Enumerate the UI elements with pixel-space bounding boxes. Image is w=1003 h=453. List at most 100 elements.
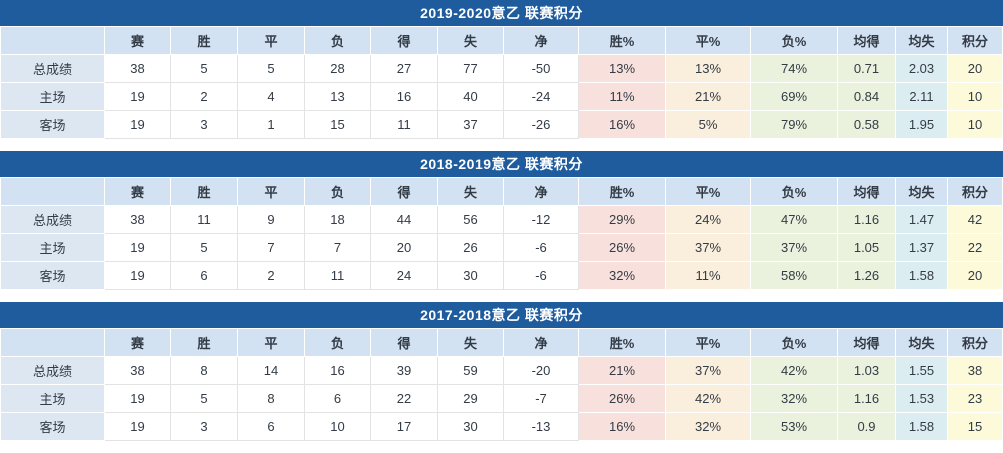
stat-cell: 13 xyxy=(304,82,371,111)
stat-cell: 37 xyxy=(437,110,504,139)
stat-cell: 38 xyxy=(104,205,171,234)
stat-cell: 7 xyxy=(237,233,305,262)
stat-cell: -12 xyxy=(503,205,579,234)
header-cell: 负 xyxy=(304,328,371,357)
header-cell-empty xyxy=(0,177,105,206)
stat-cell: 1.95 xyxy=(895,110,948,139)
stat-cell: 39 xyxy=(370,356,438,385)
stat-cell: 32% xyxy=(578,261,666,290)
row-label: 主场 xyxy=(0,384,105,413)
stat-cell: 38 xyxy=(947,356,1003,385)
stat-cell: 3 xyxy=(170,110,238,139)
stat-cell: 3 xyxy=(170,412,238,441)
stat-cell: 42% xyxy=(750,356,838,385)
stat-cell: 0.58 xyxy=(837,110,896,139)
header-cell: 赛 xyxy=(104,26,171,55)
stat-cell: 1.47 xyxy=(895,205,948,234)
stat-cell: 17 xyxy=(370,412,438,441)
stat-cell: 26% xyxy=(578,384,666,413)
stat-cell: 79% xyxy=(750,110,838,139)
stat-cell: -50 xyxy=(503,54,579,83)
row-label: 总成绩 xyxy=(0,54,105,83)
header-cell: 净 xyxy=(503,328,579,357)
stat-cell: 8 xyxy=(237,384,305,413)
stat-cell: 16 xyxy=(304,356,371,385)
stat-cell: 1.26 xyxy=(837,261,896,290)
stat-cell: 13% xyxy=(578,54,666,83)
row-label: 客场 xyxy=(0,261,105,290)
league-table-2017-2018: 2017-2018意乙 联赛积分 赛胜平负得失净胜% 平% 负% 均得 均失 积分 总成绩 3… xyxy=(0,302,1003,441)
stat-cell: 1.53 xyxy=(895,384,948,413)
stat-cell: 10 xyxy=(947,82,1003,111)
stat-cell: 11% xyxy=(578,82,666,111)
header-cell: 胜% xyxy=(578,26,666,55)
header-cell: 负 xyxy=(304,177,371,206)
stat-cell: 2 xyxy=(170,82,238,111)
header-cell: 赛 xyxy=(104,177,171,206)
table-row: 主场 19 2 4 13 16 40 -24 11% 21% 69% 0.84 2.11 10 xyxy=(0,82,1003,111)
stat-cell: 11 xyxy=(170,205,238,234)
stat-cell: 5% xyxy=(665,110,751,139)
stat-cell: 0.9 xyxy=(837,412,896,441)
stat-cell: 1.16 xyxy=(837,384,896,413)
row-label: 总成绩 xyxy=(0,356,105,385)
stat-cell: 19 xyxy=(104,412,171,441)
stat-cell: 16% xyxy=(578,110,666,139)
row-label: 客场 xyxy=(0,110,105,139)
header-cell: 平% xyxy=(665,328,751,357)
stat-cell: -6 xyxy=(503,261,579,290)
header-cell: 均失 xyxy=(895,328,948,357)
header-cell: 积分 xyxy=(947,328,1003,357)
header-cell: 平% xyxy=(665,177,751,206)
league-table-2019-2020: 2019-2020意乙 联赛积分 赛胜平负得失净胜% 平% 负% 均得 均失 积分 总成绩 3… xyxy=(0,0,1003,139)
row-label: 总成绩 xyxy=(0,205,105,234)
header-cell: 均失 xyxy=(895,26,948,55)
stat-cell: 77 xyxy=(437,54,504,83)
stat-cell: -20 xyxy=(503,356,579,385)
table-row: 总成绩 38 8 14 16 39 59 -20 21% 37% 42% 1.03 1.55 38 xyxy=(0,356,1003,385)
header-cell: 失 xyxy=(437,328,504,357)
header-cell: 负% xyxy=(750,177,838,206)
stat-cell: 15 xyxy=(304,110,371,139)
stat-cell: 42% xyxy=(665,384,751,413)
header-cell: 胜 xyxy=(170,177,238,206)
header-cell: 平 xyxy=(237,328,305,357)
stat-cell: -7 xyxy=(503,384,579,413)
stat-cell: 38 xyxy=(104,356,171,385)
header-cell: 胜% xyxy=(578,328,666,357)
header-cell: 得 xyxy=(370,328,438,357)
header-cell: 均失 xyxy=(895,177,948,206)
header-cell: 胜 xyxy=(170,26,238,55)
header-cell: 负 xyxy=(304,26,371,55)
stat-cell: 29% xyxy=(578,205,666,234)
table-row: 主场 19 5 7 7 20 26 -6 26% 37% 37% 1.05 1.37 22 xyxy=(0,233,1003,262)
stat-cell: 19 xyxy=(104,233,171,262)
header-cell: 得 xyxy=(370,177,438,206)
stat-cell: 32% xyxy=(750,384,838,413)
stat-cell: 56 xyxy=(437,205,504,234)
stat-cell: -24 xyxy=(503,82,579,111)
stat-cell: 58% xyxy=(750,261,838,290)
stat-cell: 21% xyxy=(665,82,751,111)
stat-cell: -6 xyxy=(503,233,579,262)
stat-cell: 30 xyxy=(437,261,504,290)
header-cell: 失 xyxy=(437,26,504,55)
table-title: 2019-2020意乙 联赛积分 xyxy=(0,0,1003,26)
stat-cell: 44 xyxy=(370,205,438,234)
stat-cell: 24 xyxy=(370,261,438,290)
stat-cell: -26 xyxy=(503,110,579,139)
row-label: 主场 xyxy=(0,233,105,262)
stat-cell: 10 xyxy=(947,110,1003,139)
header-cell: 净 xyxy=(503,26,579,55)
stat-cell: 2 xyxy=(237,261,305,290)
stat-cell: 1.58 xyxy=(895,261,948,290)
stat-cell: 7 xyxy=(304,233,371,262)
stat-cell: 53% xyxy=(750,412,838,441)
stat-cell: 59 xyxy=(437,356,504,385)
table-row: 客场 19 6 2 11 24 30 -6 32% 11% 58% 1.26 1.58 20 xyxy=(0,261,1003,290)
stat-cell: 5 xyxy=(170,384,238,413)
stat-cell: 19 xyxy=(104,110,171,139)
header-cell: 均得 xyxy=(837,26,896,55)
header-row: 赛胜平负得失净胜% 平% 负% 均得 均失 积分 xyxy=(0,177,1003,206)
stat-cell: 37% xyxy=(750,233,838,262)
